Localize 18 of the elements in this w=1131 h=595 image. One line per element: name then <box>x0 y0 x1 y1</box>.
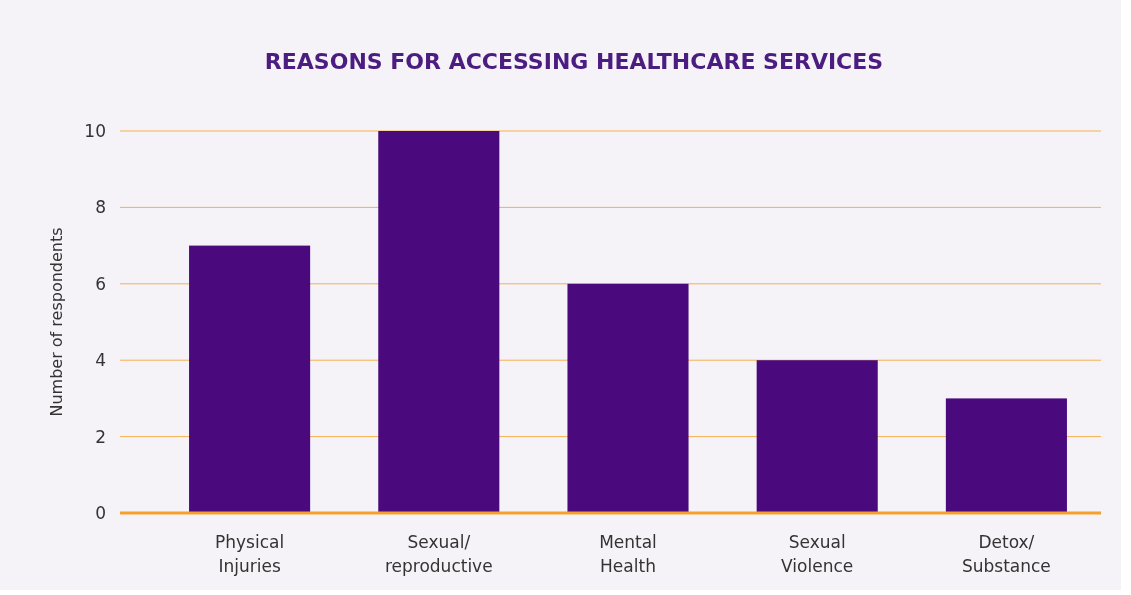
x-tick-label: Physical Injuries <box>215 532 285 576</box>
bar <box>567 283 689 513</box>
bar <box>945 398 1067 513</box>
y-tick-label: 4 <box>95 350 106 371</box>
bar <box>378 131 500 513</box>
x-tick-label: Detox/ Substance <box>961 532 1051 576</box>
y-tick-label: 6 <box>95 273 106 294</box>
bar <box>756 360 878 513</box>
y-tick-label: 8 <box>95 197 106 218</box>
chart-title: REASONS FOR ACCESSING HEALTHCARE SERVICES <box>264 49 884 74</box>
y-tick-label: 2 <box>95 426 106 447</box>
x-tick-label: Sexual/ reproductive <box>384 532 493 576</box>
x-tick-label: Mental Health <box>599 532 657 576</box>
x-tick-label: Sexual Violence <box>781 532 854 576</box>
y-tick-label: 10 <box>84 120 106 141</box>
y-tick-label: 0 <box>95 502 106 523</box>
y-axis-title: Number of respondents <box>47 227 66 417</box>
bar <box>189 245 311 513</box>
